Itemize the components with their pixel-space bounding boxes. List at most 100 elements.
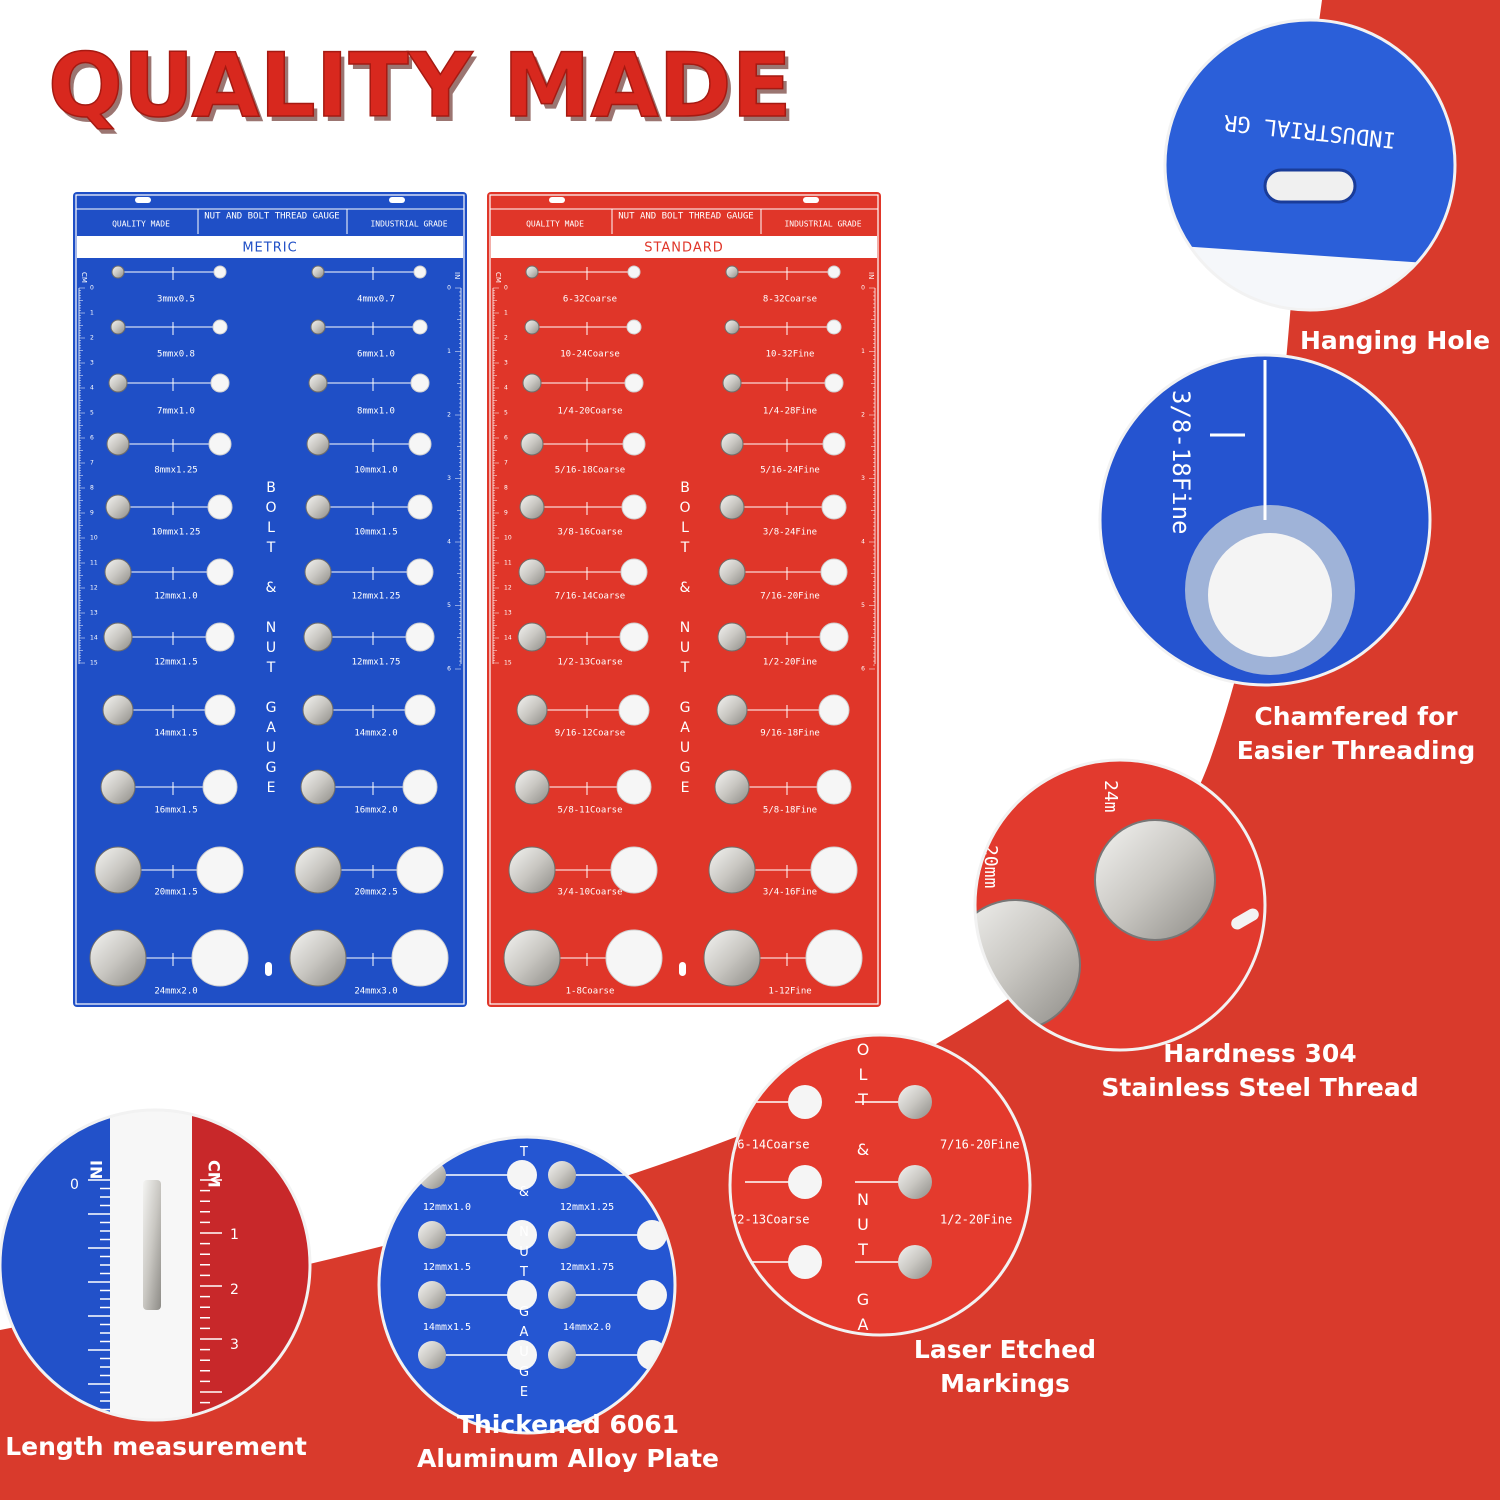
header-right: INDUSTRIAL GRADE xyxy=(370,220,447,229)
zoom-pin xyxy=(898,1085,932,1119)
ruler-label: 1 xyxy=(90,310,94,317)
plate-body xyxy=(73,192,467,1007)
thread-pin xyxy=(519,494,545,520)
zoom-hole xyxy=(788,1245,822,1279)
gauge-plate: QUALITY MADE NUT AND BOLT THREAD GAUGE IND… xyxy=(487,192,881,1007)
thread-hole xyxy=(406,558,434,586)
thread-hole xyxy=(818,694,850,726)
name-strip xyxy=(77,236,463,258)
size-label: 3/8-24Fine xyxy=(763,528,817,538)
thread-pin xyxy=(311,265,325,279)
thread-pin xyxy=(516,694,548,726)
ruler-label: 3 xyxy=(90,360,94,367)
ruler-unit: IN xyxy=(867,272,875,279)
header-left: QUALITY MADE xyxy=(112,220,170,229)
thread-hole xyxy=(822,432,846,456)
zoom-text: 7/16-20Fine xyxy=(940,1138,1019,1152)
zoom-screw xyxy=(143,1180,161,1310)
size-label: 1/4-20Coarse xyxy=(557,407,622,417)
size-label: 3/4-10Coarse xyxy=(557,888,622,898)
ruler-label: 0 xyxy=(861,285,865,292)
thread-hole xyxy=(605,929,663,987)
thread-hole xyxy=(618,694,650,726)
zoom-ring xyxy=(377,1135,677,1435)
ruler-label: 2 xyxy=(861,412,865,419)
thread-pin xyxy=(716,694,748,726)
zoom-ring xyxy=(728,1033,1032,1337)
thread-pin xyxy=(518,558,546,586)
size-label: 1-12Fine xyxy=(768,987,811,997)
size-label: 5/16-24Fine xyxy=(760,466,820,476)
thread-pin xyxy=(719,494,745,520)
zoom-hole xyxy=(507,1220,537,1250)
thread-pin xyxy=(714,769,750,805)
size-label: 10-24Coarse xyxy=(560,350,620,360)
hanging-slot xyxy=(549,197,565,203)
thread-hole xyxy=(819,622,849,652)
thread-hole xyxy=(410,373,430,393)
size-label: 9/16-18Fine xyxy=(760,729,820,739)
thread-pin xyxy=(111,265,125,279)
thread-hole xyxy=(404,694,436,726)
ruler-label: 0 xyxy=(447,285,451,292)
ruler-label: 3 xyxy=(861,475,865,482)
size-label: 3mmx0.5 xyxy=(157,295,195,305)
size-label: 16mmx2.0 xyxy=(354,806,397,816)
thread-hole xyxy=(616,769,652,805)
zoom-hole xyxy=(637,1280,667,1310)
thread-pin xyxy=(302,694,334,726)
thread-hole xyxy=(412,319,428,335)
ruler-label: 1 xyxy=(861,348,865,355)
thread-pin xyxy=(708,846,756,894)
thread-pin xyxy=(304,558,332,586)
thread-hole xyxy=(821,494,847,520)
size-label: 6mmx1.0 xyxy=(357,350,395,360)
size-label: 24mmx2.0 xyxy=(154,987,197,997)
zoom-pin xyxy=(548,1341,576,1369)
zoom-slot xyxy=(1263,168,1357,204)
thread-pin xyxy=(522,373,542,393)
ruler-label: 0 xyxy=(90,285,94,292)
callout-label: Hanging Hole xyxy=(1300,326,1490,355)
hanging-slot xyxy=(135,197,151,203)
thread-hole xyxy=(396,846,444,894)
thread-hole xyxy=(191,929,249,987)
ruler-label: 2 xyxy=(90,335,94,342)
thread-hole xyxy=(622,432,646,456)
thread-hole xyxy=(626,319,642,335)
thread-pin xyxy=(524,319,540,335)
thread-hole xyxy=(810,846,858,894)
ruler-label: 5 xyxy=(447,602,451,609)
zoom-ring xyxy=(0,1108,312,1422)
zoom-text: /2-13Coarse xyxy=(730,1213,809,1227)
ruler-label: 4 xyxy=(90,385,94,392)
size-label: 10mmx1.25 xyxy=(152,528,201,538)
ruler-label: 12 xyxy=(504,585,512,592)
zoom-pin xyxy=(1094,819,1216,941)
thread-pin xyxy=(103,622,133,652)
size-label: 9/16-12Coarse xyxy=(555,729,625,739)
thread-hole xyxy=(824,373,844,393)
ruler-label: 2 xyxy=(504,335,508,342)
thread-pin xyxy=(89,929,147,987)
ruler-label: 4 xyxy=(861,539,865,546)
thread-pin xyxy=(503,929,561,987)
zoom-hole xyxy=(637,1220,667,1250)
thread-hole xyxy=(206,558,234,586)
zoom-text: IN xyxy=(87,1160,106,1179)
thread-pin xyxy=(110,319,126,335)
ruler-label: 9 xyxy=(504,510,508,517)
zoom-text: OLT & NUT GAUGE xyxy=(517,1105,532,1405)
header-right: INDUSTRIAL GRADE xyxy=(784,220,861,229)
zoom-hole xyxy=(788,1165,822,1199)
zoom-text: 1/2-20Fine xyxy=(940,1213,1012,1227)
size-label: 10mmx1.0 xyxy=(354,466,397,476)
ruler-label: 13 xyxy=(90,610,98,617)
header-center: NUT AND BOLT THREAD GAUGE xyxy=(204,212,339,222)
ruler-label: 3 xyxy=(504,360,508,367)
size-label: 14mmx2.0 xyxy=(354,729,397,739)
zoom-ring xyxy=(1098,353,1432,687)
bottom-slot xyxy=(679,962,686,976)
